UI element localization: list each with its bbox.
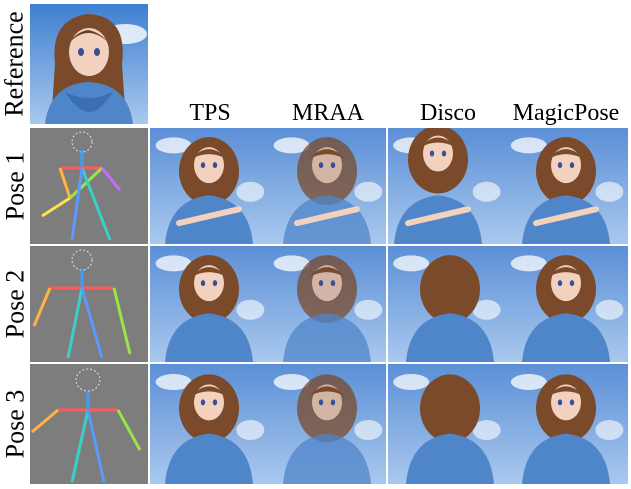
result-image-tps-pose-2 <box>150 246 268 362</box>
result-image-tps-pose-1 <box>150 128 268 244</box>
column-label-mraa: MRAA <box>291 100 364 126</box>
result-image-magicpose-pose-1 <box>504 128 628 244</box>
result-image-mraa-pose-1 <box>268 128 386 244</box>
row-label-pose-1: Pose 1 <box>0 151 29 221</box>
pose-skeleton-2 <box>30 246 148 362</box>
result-image-mraa-pose-3 <box>268 364 386 484</box>
pose-skeleton-3 <box>30 364 148 484</box>
result-image-magicpose-pose-2 <box>504 246 628 362</box>
result-image-tps-pose-3 <box>150 364 268 484</box>
column-label-magicpose: MagicPose <box>512 100 620 126</box>
row-label-pose-2: Pose 2 <box>0 269 29 339</box>
column-label-tps: TPS <box>189 100 231 126</box>
pose-skeleton-1 <box>30 128 148 244</box>
result-image-disco-pose-1 <box>388 128 504 244</box>
result-image-mraa-pose-2 <box>268 246 386 362</box>
result-image-magicpose-pose-3 <box>504 364 628 484</box>
row-label-pose-3: Pose 3 <box>0 389 29 459</box>
row-label-reference: Reference <box>0 11 30 117</box>
result-image-disco-pose-2 <box>388 246 504 362</box>
reference-image <box>30 4 148 124</box>
column-label-disco: Disco <box>420 100 476 126</box>
result-image-disco-pose-3 <box>388 364 504 484</box>
